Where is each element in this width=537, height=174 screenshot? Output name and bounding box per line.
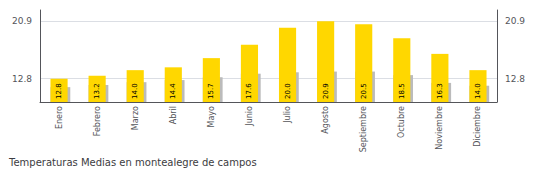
svg-text:Noviembre: Noviembre [435,106,444,150]
svg-text:14.0: 14.0 [474,83,482,99]
svg-text:Diciembre: Diciembre [473,106,482,147]
svg-text:14.4: 14.4 [169,83,177,99]
svg-text:Marzo: Marzo [131,106,140,130]
svg-text:Abril: Abril [169,106,178,124]
svg-text:20.9: 20.9 [12,16,32,26]
svg-text:Febrero: Febrero [93,106,102,136]
svg-text:Junio: Junio [245,106,254,127]
svg-text:16.3: 16.3 [436,83,444,99]
svg-text:20.5: 20.5 [360,83,368,99]
svg-text:Octubre: Octubre [397,106,406,138]
svg-text:20.0: 20.0 [284,83,292,99]
svg-text:Temperaturas Medias en monteal: Temperaturas Medias en montealegre de ca… [8,157,257,168]
svg-text:14.0: 14.0 [131,83,139,99]
svg-text:15.7: 15.7 [207,83,215,99]
svg-text:Septiembre: Septiembre [359,106,368,152]
svg-text:Mayo: Mayo [207,106,216,128]
svg-text:Agosto: Agosto [321,106,330,134]
svg-text:18.5: 18.5 [398,83,406,99]
svg-text:Enero: Enero [55,106,64,129]
svg-text:12.8: 12.8 [505,74,525,84]
svg-text:20.9: 20.9 [505,16,525,26]
svg-text:12.8: 12.8 [55,83,63,99]
svg-text:20.9: 20.9 [322,83,330,99]
svg-text:12.8: 12.8 [12,74,32,84]
svg-text:Julio: Julio [283,106,292,124]
svg-text:17.6: 17.6 [245,83,253,99]
svg-text:13.2: 13.2 [93,83,101,99]
